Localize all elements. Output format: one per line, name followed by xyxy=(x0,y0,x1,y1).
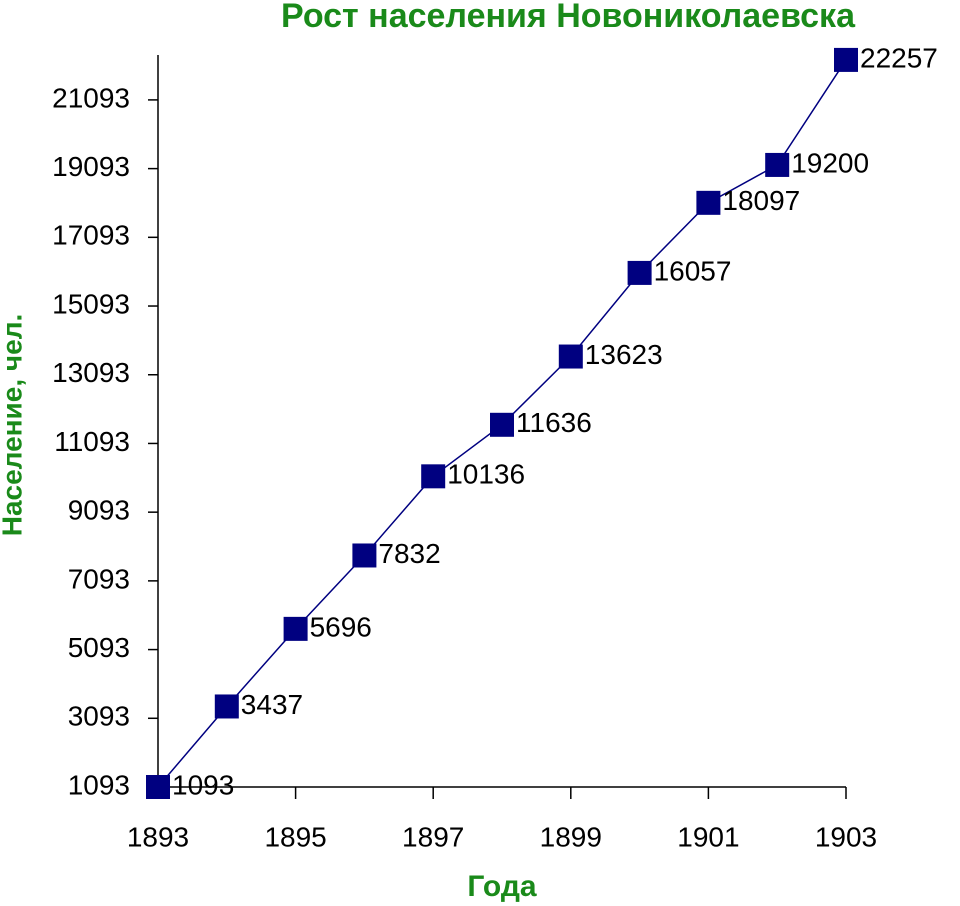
marker xyxy=(765,152,790,177)
y-tick-label: 1093 xyxy=(68,769,130,800)
data-label: 16057 xyxy=(654,255,732,286)
y-tick-label: 11093 xyxy=(54,426,130,457)
marker xyxy=(490,412,514,437)
y-axis-label: Население, чел. xyxy=(0,314,27,537)
x-tick-label: 1903 xyxy=(815,821,877,852)
y-tick-label: 3093 xyxy=(68,701,130,732)
x-tick-label: 1893 xyxy=(127,821,189,852)
marker xyxy=(352,543,377,568)
y-tick-label: 19093 xyxy=(52,151,130,182)
y-tick-label: 9093 xyxy=(68,495,130,526)
data-label: 22257 xyxy=(860,42,938,73)
marker xyxy=(627,260,652,285)
chart-title: Рост населения Новониколаевска xyxy=(281,0,856,35)
x-tick-label: 1897 xyxy=(402,821,464,852)
y-tick-label: 5093 xyxy=(68,632,130,663)
x-tick-label: 1895 xyxy=(264,821,326,852)
data-label: 13623 xyxy=(585,339,663,370)
y-tick-label: 15093 xyxy=(52,288,130,319)
marker xyxy=(834,47,858,72)
marker xyxy=(214,694,239,719)
y-tick-label: 17093 xyxy=(52,220,130,251)
data-label: 5696 xyxy=(310,611,372,642)
x-tick-label: 1899 xyxy=(540,821,602,852)
x-axis-label: Года xyxy=(467,870,536,903)
marker xyxy=(146,775,170,799)
marker xyxy=(421,464,446,489)
y-tick-label: 21093 xyxy=(52,82,130,113)
data-label: 7832 xyxy=(378,538,440,569)
y-tick-label: 7093 xyxy=(68,563,130,594)
data-label: 10136 xyxy=(447,459,525,490)
marker xyxy=(283,616,308,641)
marker xyxy=(696,190,721,215)
data-label: 19200 xyxy=(791,147,869,178)
data-label: 1093 xyxy=(172,769,234,800)
data-label: 3437 xyxy=(241,689,303,720)
marker xyxy=(558,344,583,369)
x-tick-label: 1901 xyxy=(677,821,739,852)
data-label: 18097 xyxy=(722,185,800,216)
y-tick-label: 13093 xyxy=(52,357,130,388)
data-label: 11636 xyxy=(516,407,592,438)
